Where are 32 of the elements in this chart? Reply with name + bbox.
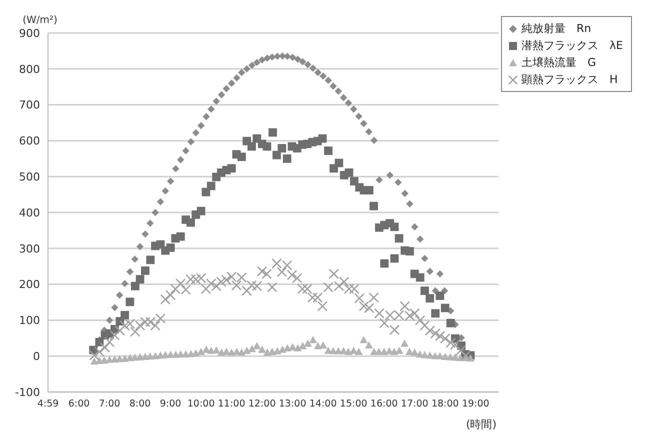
- y-tick-label: 400: [19, 206, 40, 220]
- y-axis-title: (W/m²): [22, 15, 58, 26]
- y-tick-label: 300: [19, 242, 40, 256]
- y-tick-label: 200: [19, 278, 40, 292]
- y-tick-label: 800: [19, 62, 40, 76]
- x-axis-title: (時間): [466, 418, 497, 431]
- x-tick-label: 18:00: [431, 398, 459, 410]
- legend-label: 潜熱フラックス λE: [522, 38, 623, 54]
- x-tick-label: 10:00: [187, 398, 215, 410]
- y-tick-label: 0: [33, 350, 40, 364]
- y-tick-label: 700: [19, 98, 40, 112]
- x-tick-label: 17:00: [400, 398, 428, 410]
- y-tick-label: 100: [19, 314, 40, 328]
- x-tick-label: 9:00: [160, 398, 182, 410]
- x-tick-label: 14:00: [309, 398, 337, 410]
- legend-label: 顕熱フラックス H: [522, 72, 618, 88]
- x-tick-label: 19:00: [462, 398, 490, 410]
- x-tick-label: 16:00: [370, 398, 398, 410]
- y-tick-label: 900: [19, 26, 40, 40]
- legend-label: 純放射量 Rn: [522, 21, 592, 37]
- x-tick-label: 6:00: [68, 398, 90, 410]
- legend-label: 土壌熱流量 G: [522, 55, 596, 71]
- x-tick-label: 7:00: [98, 398, 120, 410]
- y-tick-label: -100: [15, 386, 40, 399]
- x-tick-label: 15:00: [340, 398, 368, 410]
- x-tick-label: 4:59: [37, 398, 59, 410]
- x-tick-label: 8:00: [129, 398, 151, 410]
- y-tick-label: 600: [19, 134, 40, 148]
- x-tick-label: 11:00: [218, 398, 246, 410]
- x-tick-label: 12:00: [248, 398, 276, 410]
- y-tick-label: 500: [19, 170, 40, 184]
- x-tick-label: 13:00: [278, 398, 306, 410]
